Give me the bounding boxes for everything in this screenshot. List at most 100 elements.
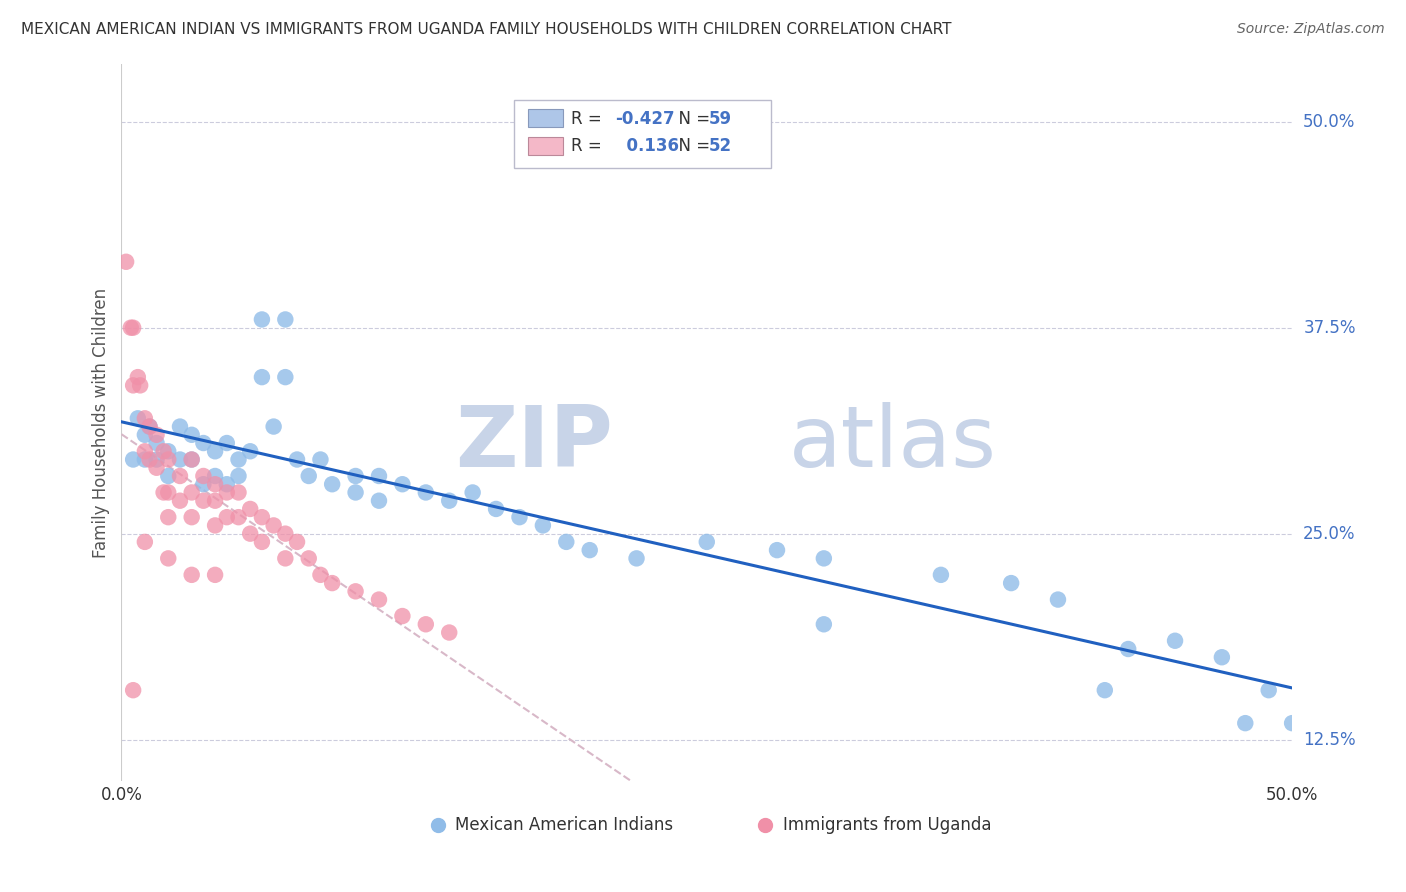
- Point: [250, 535, 273, 549]
- FancyBboxPatch shape: [513, 100, 770, 168]
- Point: [193, 493, 215, 508]
- Point: [145, 460, 167, 475]
- Point: [134, 535, 156, 549]
- Point: [415, 617, 437, 632]
- Text: N =: N =: [668, 137, 716, 155]
- Text: 59: 59: [709, 110, 733, 128]
- Point: [115, 254, 138, 268]
- Point: [204, 477, 226, 491]
- Point: [239, 526, 262, 541]
- Point: [215, 510, 238, 524]
- Text: R =: R =: [571, 110, 607, 128]
- Point: [193, 469, 215, 483]
- Point: [298, 469, 321, 483]
- Point: [145, 452, 167, 467]
- Point: [344, 485, 367, 500]
- Point: [250, 370, 273, 384]
- Point: [344, 469, 367, 483]
- Point: [193, 477, 215, 491]
- Point: [120, 320, 142, 334]
- Text: 52: 52: [709, 137, 733, 155]
- Point: [152, 444, 174, 458]
- Point: [531, 518, 554, 533]
- Text: Immigrants from Uganda: Immigrants from Uganda: [783, 816, 991, 834]
- Point: [169, 452, 191, 467]
- Point: [204, 493, 226, 508]
- Point: [263, 419, 285, 434]
- Point: [250, 510, 273, 524]
- Text: 37.5%: 37.5%: [1303, 318, 1355, 336]
- Point: [157, 551, 180, 566]
- Point: [157, 510, 180, 524]
- Point: [391, 477, 413, 491]
- Point: [439, 625, 461, 640]
- Point: [228, 485, 250, 500]
- Point: [129, 378, 152, 392]
- Point: [274, 312, 297, 326]
- Point: [239, 502, 262, 516]
- Point: [555, 535, 578, 549]
- FancyBboxPatch shape: [527, 109, 562, 128]
- Point: [180, 452, 202, 467]
- Text: N =: N =: [668, 110, 716, 128]
- Point: [138, 419, 160, 434]
- Point: [298, 551, 321, 566]
- Text: R =: R =: [571, 137, 607, 155]
- Point: [309, 452, 332, 467]
- Point: [228, 452, 250, 467]
- Point: [415, 485, 437, 500]
- Point: [204, 518, 226, 533]
- Point: [145, 427, 167, 442]
- Point: [157, 469, 180, 483]
- Point: [215, 477, 238, 491]
- Text: 12.5%: 12.5%: [1303, 731, 1355, 748]
- Point: [368, 493, 391, 508]
- Point: [813, 617, 835, 632]
- Point: [439, 493, 461, 508]
- Text: atlas: atlas: [789, 402, 997, 485]
- Point: [122, 683, 145, 698]
- Text: 50.0%: 50.0%: [1303, 112, 1355, 131]
- Point: [138, 419, 160, 434]
- Point: [250, 312, 273, 326]
- Point: [1257, 683, 1279, 698]
- Point: [368, 469, 391, 483]
- Point: [169, 469, 191, 483]
- Point: [180, 485, 202, 500]
- Point: [157, 444, 180, 458]
- FancyBboxPatch shape: [527, 137, 562, 155]
- Point: [152, 485, 174, 500]
- Point: [766, 543, 789, 558]
- Point: [578, 543, 600, 558]
- Point: [122, 378, 145, 392]
- Point: [239, 444, 262, 458]
- Point: [228, 469, 250, 483]
- Point: [134, 444, 156, 458]
- Point: [321, 576, 343, 591]
- Point: [138, 452, 160, 467]
- Point: [122, 320, 145, 334]
- Point: [169, 493, 191, 508]
- Point: [180, 427, 202, 442]
- Text: -0.427: -0.427: [616, 110, 675, 128]
- Point: [285, 452, 308, 467]
- Point: [626, 551, 648, 566]
- Point: [309, 567, 332, 582]
- Point: [813, 551, 835, 566]
- Point: [204, 469, 226, 483]
- Point: [127, 411, 149, 425]
- Point: [485, 502, 508, 516]
- Point: [391, 609, 413, 624]
- Text: 0.136: 0.136: [616, 137, 679, 155]
- Point: [929, 567, 952, 582]
- Point: [508, 510, 530, 524]
- Text: 25.0%: 25.0%: [1303, 524, 1355, 542]
- Point: [1046, 592, 1069, 607]
- Point: [204, 567, 226, 582]
- Point: [134, 411, 156, 425]
- Point: [180, 452, 202, 467]
- Point: [321, 477, 343, 491]
- Point: [274, 370, 297, 384]
- Point: [1094, 683, 1116, 698]
- Point: [134, 427, 156, 442]
